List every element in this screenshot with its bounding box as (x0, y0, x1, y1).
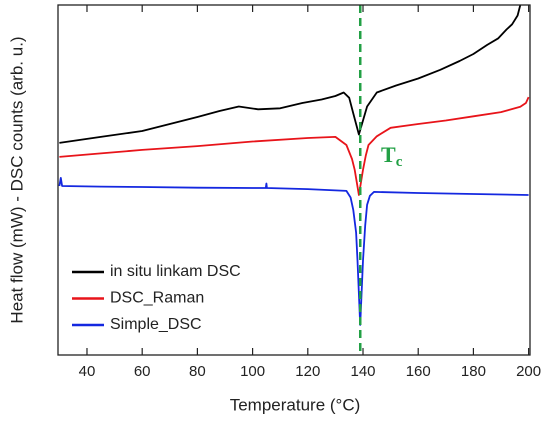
data-line (59, 4, 522, 144)
y-axis-label: Heat flow (mW) - DSC counts (arb. u.) (7, 36, 26, 323)
data-line (58, 177, 529, 326)
x-tick-label: 180 (461, 363, 486, 380)
tc-label: Tc (381, 142, 403, 170)
x-tick-label: 40 (79, 363, 96, 380)
tc-subscript: c (396, 154, 403, 170)
x-tick-label: 60 (134, 363, 151, 380)
x-tick-label: 140 (350, 363, 375, 380)
tc-text: T (381, 142, 396, 167)
plot-frame (57, 4, 531, 356)
legend-label: Simple_DSC (110, 316, 202, 333)
x-tick-label: 160 (406, 363, 431, 380)
data-line (59, 96, 530, 196)
x-tick-label: 200 (516, 363, 541, 380)
legend-label: DSC_Raman (110, 290, 204, 307)
x-tick-label: 80 (189, 363, 206, 380)
x-tick-label: 100 (240, 363, 265, 380)
x-tick-label: 120 (295, 363, 320, 380)
x-axis-label: Temperature (°C) (230, 395, 361, 414)
legend-label: in situ linkam DSC (110, 263, 241, 280)
